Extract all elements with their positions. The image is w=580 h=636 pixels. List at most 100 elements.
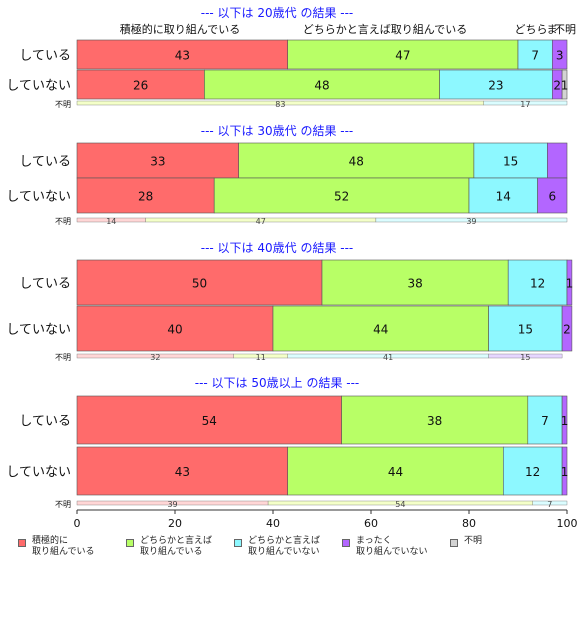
- unknown-bar-segment: [483, 100, 568, 106]
- bar-segment: [561, 395, 568, 445]
- bar-segment: [561, 69, 568, 100]
- bar-segment: [537, 177, 568, 214]
- bar-value-label: 48: [314, 79, 329, 93]
- bar-segment: [238, 142, 475, 179]
- bar-value-label: 43: [175, 465, 190, 479]
- bar-value-label: 43: [175, 49, 190, 63]
- legend-label-5: 不明: [464, 536, 483, 546]
- bar-value-label: 1: [566, 277, 574, 291]
- x-tick-label: 40: [266, 517, 280, 530]
- bar-value-label: 2: [553, 79, 561, 93]
- legend: 積極的に 取り組んでいる どちらかと言えば 取り組んでいる どちらかと言えば 取…: [18, 536, 510, 558]
- unknown-value-label: 41: [383, 353, 393, 362]
- legend-label-4: まったく 取り組んでいない: [356, 536, 428, 557]
- legend-item-1: 積極的に 取り組んでいる: [18, 536, 126, 558]
- bar-value-label: 14: [496, 190, 511, 204]
- bar-segment: [561, 446, 568, 496]
- bar-value-label: 26: [133, 79, 148, 93]
- bar-value-label: 12: [525, 465, 540, 479]
- unknown-row-label: 不明: [55, 353, 71, 362]
- bar-value-label: 12: [530, 277, 545, 291]
- unknown-row-label: 不明: [55, 217, 71, 226]
- bar-segment: [287, 446, 504, 496]
- bar-segment: [488, 305, 563, 352]
- bar-segment: [76, 305, 274, 352]
- bar-value-label: 15: [518, 323, 533, 337]
- bar-value-label: 50: [192, 277, 207, 291]
- unknown-value-label: 32: [150, 353, 160, 362]
- bar-segment: [566, 259, 573, 306]
- group-title-1: --- 以下は 20歳代 の結果 ---: [201, 6, 354, 20]
- legend-item-5: 不明: [450, 536, 510, 558]
- bar-segment: [517, 39, 553, 70]
- bar-segment: [287, 39, 519, 70]
- bar-value-label: 40: [167, 323, 182, 337]
- bar-value-label: 47: [395, 49, 410, 63]
- bar-segment: [76, 177, 215, 214]
- bar-segment: [561, 305, 573, 352]
- bar-value-label: 1: [561, 414, 569, 428]
- bar-segment: [213, 177, 470, 214]
- group-title-4: --- 以下は 50歳以上 の結果 ---: [195, 376, 360, 390]
- unknown-value-label: 39: [167, 500, 177, 509]
- bar-value-label: 33: [150, 155, 165, 169]
- bar-value-label: 54: [202, 414, 217, 428]
- legend-swatch-4: [342, 539, 350, 547]
- bar-segment: [502, 446, 563, 496]
- x-tick-label: 80: [462, 517, 476, 530]
- bar-value-label: 44: [373, 323, 388, 337]
- unknown-bar-segment: [532, 500, 568, 506]
- row-label: している: [19, 277, 71, 292]
- legend-swatch-5: [450, 539, 458, 547]
- unknown-value-label: 14: [106, 217, 116, 226]
- bar-segment: [527, 395, 563, 445]
- row-label: していない: [6, 323, 71, 338]
- bar-value-label: 38: [407, 277, 422, 291]
- x-tick-label: 20: [168, 517, 182, 530]
- bar-value-label: 28: [138, 190, 153, 204]
- bar-value-label: 23: [488, 79, 503, 93]
- row-label: している: [19, 49, 71, 64]
- row-label: していない: [6, 190, 71, 205]
- bar-segment: [468, 177, 538, 214]
- unknown-value-label: 54: [395, 500, 405, 509]
- legend-swatch-1: [18, 539, 26, 547]
- unknown-value-label: 7: [547, 500, 552, 509]
- top-label-2: どちらかと言えば取り組んでいる: [303, 23, 467, 36]
- bar-value-label: 52: [334, 190, 349, 204]
- legend-label-3: どちらかと言えば 取り組んでいない: [248, 536, 321, 557]
- bar-value-label: 6: [548, 190, 556, 204]
- bar-segment: [321, 259, 509, 306]
- bar-segment: [551, 39, 568, 70]
- unknown-value-label: 83: [275, 100, 285, 109]
- legend-label-2: どちらかと言えば 取り組んでいる: [140, 536, 213, 557]
- row-label: していない: [6, 465, 71, 480]
- legend-item-3: どちらかと言えば 取り組んでいない: [234, 536, 342, 558]
- bar-segment: [76, 395, 342, 445]
- bar-value-label: 7: [541, 414, 549, 428]
- top-label-5: 不明: [554, 23, 576, 36]
- group-title-3: --- 以下は 40歳代 の結果 ---: [201, 241, 354, 255]
- top-label-1: 積極的に取り組んでいる: [120, 22, 240, 36]
- x-tick-label: 60: [364, 517, 378, 530]
- unknown-row-label: 不明: [55, 100, 71, 109]
- bar-value-label: 38: [427, 414, 442, 428]
- x-tick-label: 100: [557, 517, 578, 530]
- row-label: していない: [6, 79, 71, 94]
- unknown-bar-segment: [488, 353, 563, 359]
- row-label: している: [19, 155, 71, 170]
- bar-value-label: 2: [563, 323, 571, 337]
- bar-segment: [76, 259, 323, 306]
- legend-label-1: 積極的に 取り組んでいる: [32, 536, 95, 557]
- unknown-value-label: 17: [520, 100, 530, 109]
- bar-segment: [547, 142, 568, 179]
- bar-segment: [76, 446, 288, 496]
- legend-item-4: まったく 取り組んでいない: [342, 536, 450, 558]
- unknown-row-label: 不明: [55, 500, 71, 509]
- bar-value-label: 1: [561, 79, 569, 93]
- group-title-2: --- 以下は 30歳代 の結果 ---: [201, 124, 354, 138]
- bar-value-label: 15: [503, 155, 518, 169]
- bar-segment: [507, 259, 568, 306]
- bar-segment: [341, 395, 529, 445]
